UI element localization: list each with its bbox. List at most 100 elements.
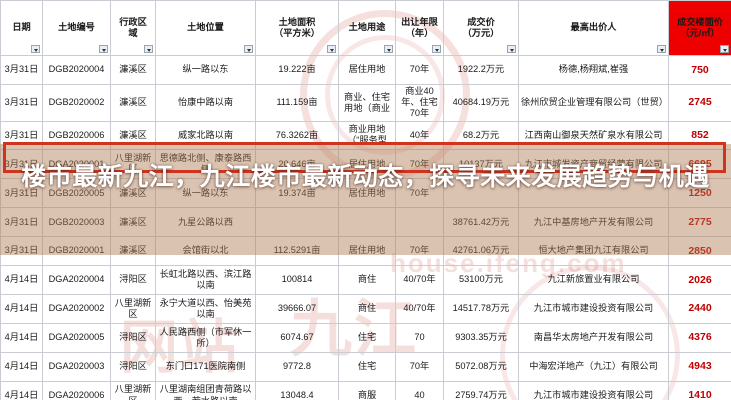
filter-dropdown-icon[interactable]: [99, 45, 108, 53]
cell-top-bidder[interactable]: 九江中基房地产开发有限公司: [518, 207, 669, 238]
cell-area[interactable]: 19.374亩: [255, 178, 339, 209]
cell-top-bidder[interactable]: 九江市城市建设投资有限公司: [518, 380, 669, 400]
column-header-deal-price[interactable]: 成交价 （万元）: [443, 0, 519, 56]
cell-term[interactable]: 70年: [395, 55, 444, 85]
column-header-term[interactable]: 出让年限 （年）: [395, 0, 444, 56]
cell-area[interactable]: 112.5291亩: [255, 236, 339, 266]
column-header-land-code[interactable]: 土地编号: [42, 0, 111, 56]
column-header-floor-price[interactable]: 成交楼面价 （元/㎡）: [668, 0, 731, 56]
cell-floor-price[interactable]: 4943: [668, 351, 731, 382]
cell-land-use[interactable]: 居住用地: [338, 178, 396, 209]
table-row[interactable]: 3月31日 DGA2020001 八里湖新区 思德路北侧、康泰路西侧 20.646亩 居住…: [0, 149, 731, 180]
cell-area[interactable]: 76.3262亩: [255, 120, 339, 151]
table-row[interactable]: 4月14日 DGA2020002 八里湖新区 永宁大道以西、怡美苑以南 39666.07…: [0, 293, 731, 324]
cell-location[interactable]: 纵一路以东: [155, 178, 256, 209]
cell-term[interactable]: 40/70年: [395, 265, 444, 295]
cell-land-use[interactable]: 商住: [338, 265, 396, 295]
cell-deal-price[interactable]: 1922.2万元: [443, 55, 519, 85]
cell-term[interactable]: 70年: [395, 149, 444, 180]
cell-deal-price[interactable]: 68.2万元: [443, 120, 519, 151]
cell-area[interactable]: 9772.8: [255, 351, 339, 382]
table-row[interactable]: 4月14日 DGA2020004 浔阳区 长虹北路以西、滨江路以南 100814 商住 40…: [0, 265, 731, 295]
cell-district[interactable]: 八里湖新区: [110, 149, 156, 180]
cell-land-use[interactable]: 商业用地（“服务型: [338, 120, 396, 151]
cell-floor-price[interactable]: 2440: [668, 293, 731, 324]
filter-dropdown-icon[interactable]: [507, 45, 516, 53]
cell-area[interactable]: 19.222亩: [255, 55, 339, 85]
cell-top-bidder[interactable]: 南昌华太房地产开发有限公司: [518, 322, 669, 353]
cell-floor-price[interactable]: 2026: [668, 265, 731, 295]
cell-top-bidder[interactable]: 九江新旅置业有限公司: [518, 265, 669, 295]
column-header-district[interactable]: 行政区 域: [110, 0, 156, 56]
column-header-date[interactable]: 日期: [0, 0, 43, 56]
cell-location[interactable]: 东门口171医院南侧: [155, 351, 256, 382]
filter-dropdown-icon[interactable]: [384, 45, 393, 53]
cell-district[interactable]: 濂溪区: [110, 236, 156, 266]
cell-floor-price[interactable]: 750: [668, 55, 731, 85]
cell-date[interactable]: 3月31日: [0, 120, 43, 151]
cell-top-bidder[interactable]: 九江市城市建设投资有限公司: [518, 293, 669, 324]
cell-floor-price[interactable]: 852: [668, 120, 731, 151]
cell-land-use[interactable]: 居住用地: [338, 236, 396, 266]
cell-location[interactable]: 威家北路以南: [155, 120, 256, 151]
cell-land-use[interactable]: [338, 207, 396, 238]
cell-location[interactable]: 长虹北路以西、滨江路以南: [155, 265, 256, 295]
cell-location[interactable]: 人民路西侧（市军休一所）: [155, 322, 256, 353]
cell-floor-price[interactable]: 2745: [668, 83, 731, 122]
filter-dropdown-icon[interactable]: [327, 45, 336, 53]
cell-date[interactable]: 4月14日: [0, 380, 43, 400]
cell-top-bidder[interactable]: 九江市城发资产商贸经营有限公司: [518, 149, 669, 180]
table-row[interactable]: 3月31日 DGB2020004 濂溪区 纵一路以东 19.222亩 居住用地 70年 192…: [0, 55, 731, 85]
cell-deal-price[interactable]: 14517.78万元: [443, 293, 519, 324]
cell-deal-price[interactable]: 5072.08万元: [443, 351, 519, 382]
cell-district[interactable]: 浔阳区: [110, 322, 156, 353]
cell-land-use[interactable]: 商业、住宅用地（商业: [338, 83, 396, 122]
cell-location[interactable]: 怡康中路以南: [155, 83, 256, 122]
cell-land-use[interactable]: 住宅: [338, 351, 396, 382]
cell-land-code[interactable]: DGA2020002: [42, 293, 111, 324]
cell-district[interactable]: 濂溪区: [110, 120, 156, 151]
cell-area[interactable]: 13048.4: [255, 380, 339, 400]
filter-dropdown-icon[interactable]: [244, 45, 253, 53]
cell-floor-price[interactable]: 6695: [668, 149, 731, 180]
cell-location[interactable]: 纵一路以东: [155, 55, 256, 85]
cell-deal-price[interactable]: 10137万元: [443, 149, 519, 180]
cell-date[interactable]: 3月31日: [0, 55, 43, 85]
cell-land-code[interactable]: DGA2020003: [42, 351, 111, 382]
column-header-location[interactable]: 土地位置: [155, 0, 256, 56]
cell-location[interactable]: 思德路北侧、康泰路西侧: [155, 149, 256, 180]
table-row[interactable]: 4月14日 DGA2020003 浔阳区 东门口171医院南侧 9772.8 住宅 70年 5…: [0, 351, 731, 382]
cell-land-use[interactable]: 居住用地: [338, 55, 396, 85]
table-row[interactable]: 3月31日 DGB2020002 濂溪区 怡康中路以南 111.159亩 商业、住宅用地（…: [0, 83, 731, 122]
column-header-area[interactable]: 土地面积 （平方米）: [255, 0, 339, 56]
cell-term[interactable]: 70年: [395, 351, 444, 382]
cell-top-bidder[interactable]: 徐州欣贸企业管理有限公司（世贸）: [518, 83, 669, 122]
filter-dropdown-icon[interactable]: [144, 45, 153, 53]
cell-deal-price[interactable]: 53100万元: [443, 265, 519, 295]
cell-area[interactable]: [255, 207, 339, 238]
cell-deal-price[interactable]: 2759.74万元: [443, 380, 519, 400]
cell-top-bidder[interactable]: [518, 178, 669, 209]
cell-location[interactable]: 八里湖南组团青荷路以西、若水路以南: [155, 380, 256, 400]
table-row[interactable]: 3月31日 DGB2020005 濂溪区 纵一路以东 19.374亩 居住用地 70年 125…: [0, 178, 731, 209]
cell-land-code[interactable]: DGB2020002: [42, 83, 111, 122]
cell-location[interactable]: 永宁大道以西、怡美苑以南: [155, 293, 256, 324]
cell-date[interactable]: 3月31日: [0, 178, 43, 209]
cell-district[interactable]: 八里湖新区: [110, 380, 156, 400]
cell-area[interactable]: 39666.07: [255, 293, 339, 324]
cell-area[interactable]: 20.646亩: [255, 149, 339, 180]
cell-land-use[interactable]: 商住: [338, 293, 396, 324]
cell-land-code[interactable]: DGA2020005: [42, 322, 111, 353]
cell-district[interactable]: 濂溪区: [110, 55, 156, 85]
cell-deal-price[interactable]: 40684.19万元: [443, 83, 519, 122]
table-row[interactable]: 4月14日 DGA2020005 浔阳区 人民路西侧（市军休一所） 6074.67 住宅 7…: [0, 322, 731, 353]
cell-floor-price[interactable]: 4376: [668, 322, 731, 353]
cell-term[interactable]: 40年: [395, 120, 444, 151]
cell-land-code[interactable]: DGB2020004: [42, 55, 111, 85]
cell-land-code[interactable]: DGA2020004: [42, 265, 111, 295]
table-row[interactable]: 3月31日 DGB2020001 濂溪区 会馆街以北 112.5291亩 居住用地 70年 4…: [0, 236, 731, 266]
cell-term[interactable]: 70年: [395, 236, 444, 266]
table-row[interactable]: 3月31日 DGB2020006 濂溪区 威家北路以南 76.3262亩 商业用地（“服务…: [0, 120, 731, 151]
cell-floor-price[interactable]: 2850: [668, 236, 731, 266]
cell-top-bidder[interactable]: 中海宏洋地产（九江）有限公司: [518, 351, 669, 382]
